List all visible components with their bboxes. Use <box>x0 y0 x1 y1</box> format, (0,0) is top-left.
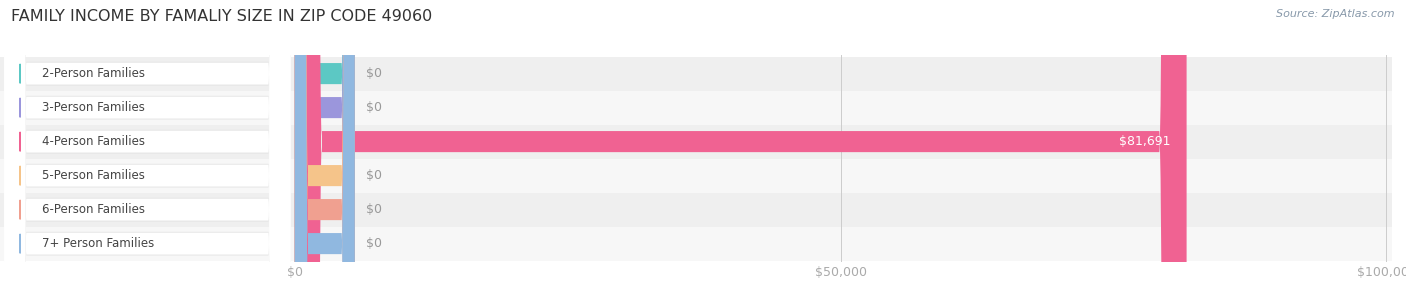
FancyBboxPatch shape <box>295 0 354 305</box>
Text: 5-Person Families: 5-Person Families <box>42 169 145 182</box>
FancyBboxPatch shape <box>4 0 291 305</box>
FancyBboxPatch shape <box>4 0 291 305</box>
FancyBboxPatch shape <box>4 0 291 305</box>
Text: $0: $0 <box>366 67 381 80</box>
FancyBboxPatch shape <box>295 0 354 305</box>
FancyBboxPatch shape <box>4 0 291 305</box>
FancyBboxPatch shape <box>0 57 1392 91</box>
FancyBboxPatch shape <box>4 0 291 305</box>
FancyBboxPatch shape <box>4 0 291 305</box>
Text: Source: ZipAtlas.com: Source: ZipAtlas.com <box>1277 9 1395 19</box>
Text: $0: $0 <box>366 169 381 182</box>
FancyBboxPatch shape <box>295 0 354 305</box>
Text: $0: $0 <box>366 203 381 216</box>
FancyBboxPatch shape <box>4 0 291 305</box>
FancyBboxPatch shape <box>4 0 291 305</box>
Text: FAMILY INCOME BY FAMALIY SIZE IN ZIP CODE 49060: FAMILY INCOME BY FAMALIY SIZE IN ZIP COD… <box>11 9 433 24</box>
Text: $81,691: $81,691 <box>1119 135 1170 148</box>
FancyBboxPatch shape <box>295 0 354 305</box>
FancyBboxPatch shape <box>0 91 1392 125</box>
Text: 6-Person Families: 6-Person Families <box>42 203 145 216</box>
FancyBboxPatch shape <box>4 0 291 305</box>
FancyBboxPatch shape <box>0 159 1392 192</box>
Text: 7+ Person Families: 7+ Person Families <box>42 237 153 250</box>
FancyBboxPatch shape <box>0 125 1392 159</box>
Text: 2-Person Families: 2-Person Families <box>42 67 145 80</box>
FancyBboxPatch shape <box>0 192 1392 227</box>
FancyBboxPatch shape <box>0 227 1392 260</box>
Text: 4-Person Families: 4-Person Families <box>42 135 145 148</box>
FancyBboxPatch shape <box>4 0 291 305</box>
FancyBboxPatch shape <box>295 0 1187 305</box>
Text: $0: $0 <box>366 101 381 114</box>
FancyBboxPatch shape <box>4 0 291 305</box>
FancyBboxPatch shape <box>4 0 291 305</box>
FancyBboxPatch shape <box>295 0 354 305</box>
Text: $0: $0 <box>366 237 381 250</box>
Text: 3-Person Families: 3-Person Families <box>42 101 145 114</box>
